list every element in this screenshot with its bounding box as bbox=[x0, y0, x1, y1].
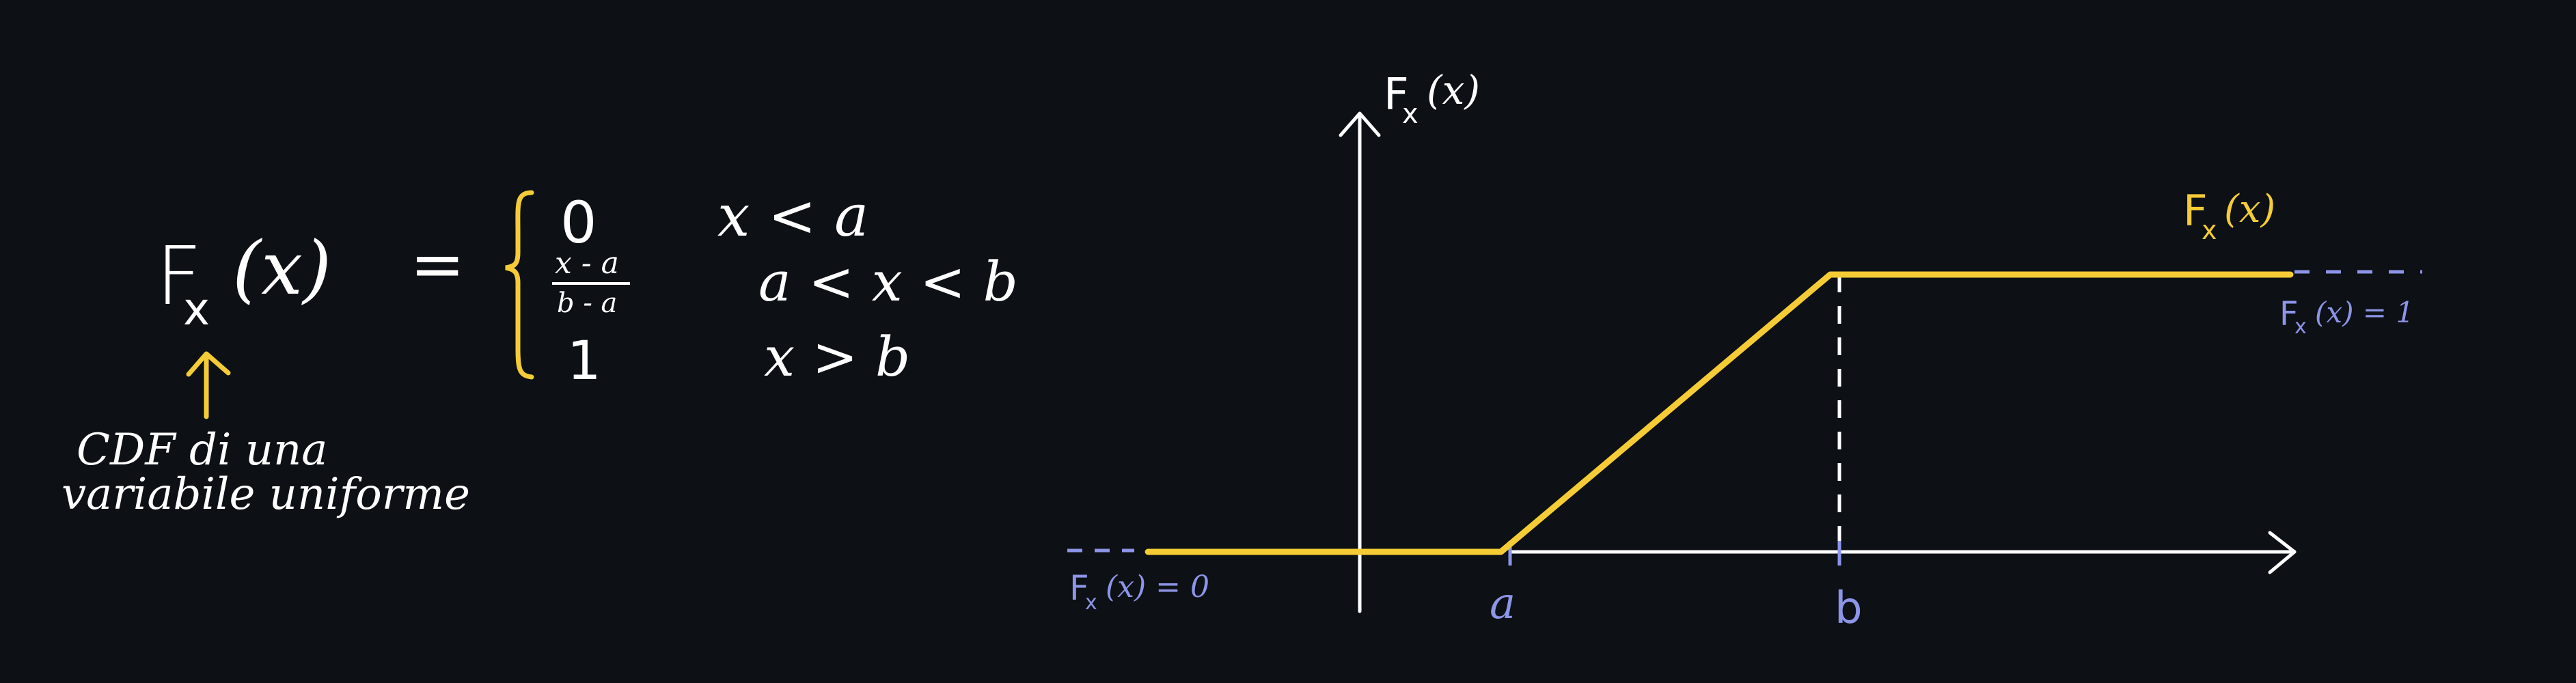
annotation-line-2: variabile uniforme bbox=[61, 469, 470, 520]
case-1-condition: x < a bbox=[717, 182, 868, 249]
curve-label-argument: (x) bbox=[2224, 187, 2275, 232]
cdf-formula: F x (x) = 0 x < a x - a b - a a < x < b … bbox=[156, 182, 1018, 392]
curve-label-subscript: x bbox=[2202, 215, 2217, 245]
left-limit-symbol: F bbox=[1069, 568, 1089, 608]
right-limit-text: (x) = 1 bbox=[2315, 296, 2414, 329]
cdf-curve-series bbox=[1145, 271, 2294, 555]
y-axis-label-argument: (x) bbox=[1427, 67, 1480, 113]
formula-equals: = bbox=[410, 226, 465, 303]
case-1-value: 0 bbox=[560, 189, 597, 256]
cases-brace bbox=[505, 190, 534, 380]
formula-lhs-argument: (x) bbox=[232, 226, 331, 311]
y-axis-label-subscript: x bbox=[1402, 98, 1419, 130]
case-2-denominator: b - a bbox=[557, 288, 617, 319]
left-limit-subscript: x bbox=[1085, 591, 1097, 615]
annotation-arrow-icon bbox=[186, 351, 231, 419]
right-limit-symbol: F bbox=[2279, 295, 2299, 333]
left-limit-text: (x) = 0 bbox=[1106, 570, 1209, 604]
x-axis-arrowhead-icon bbox=[2268, 531, 2297, 574]
case-2-condition: a < x < b bbox=[758, 250, 1018, 313]
case-2-numerator: x - a bbox=[555, 246, 619, 281]
curve-label-symbol: F bbox=[2183, 186, 2208, 236]
cdf-chart: F x (x) a b F x (x) F x (x) = 0 F x (x) … bbox=[1067, 67, 2422, 634]
annotation-line-1: CDF di una bbox=[77, 425, 327, 475]
formula-lhs-subscript: x bbox=[183, 283, 210, 335]
y-axis-label-symbol: F bbox=[1384, 70, 1409, 120]
tick-label-b: b bbox=[1835, 583, 1863, 634]
y-axis-arrowhead-icon bbox=[1339, 111, 1381, 137]
tick-label-a: a bbox=[1490, 579, 1516, 629]
cdf-annotation: CDF di una variabile uniforme bbox=[61, 351, 470, 520]
case-3-condition: x > b bbox=[764, 325, 910, 389]
case-3-value: 1 bbox=[567, 331, 601, 392]
right-limit-subscript: x bbox=[2294, 315, 2307, 339]
formula-lhs-symbol: F bbox=[156, 229, 202, 323]
